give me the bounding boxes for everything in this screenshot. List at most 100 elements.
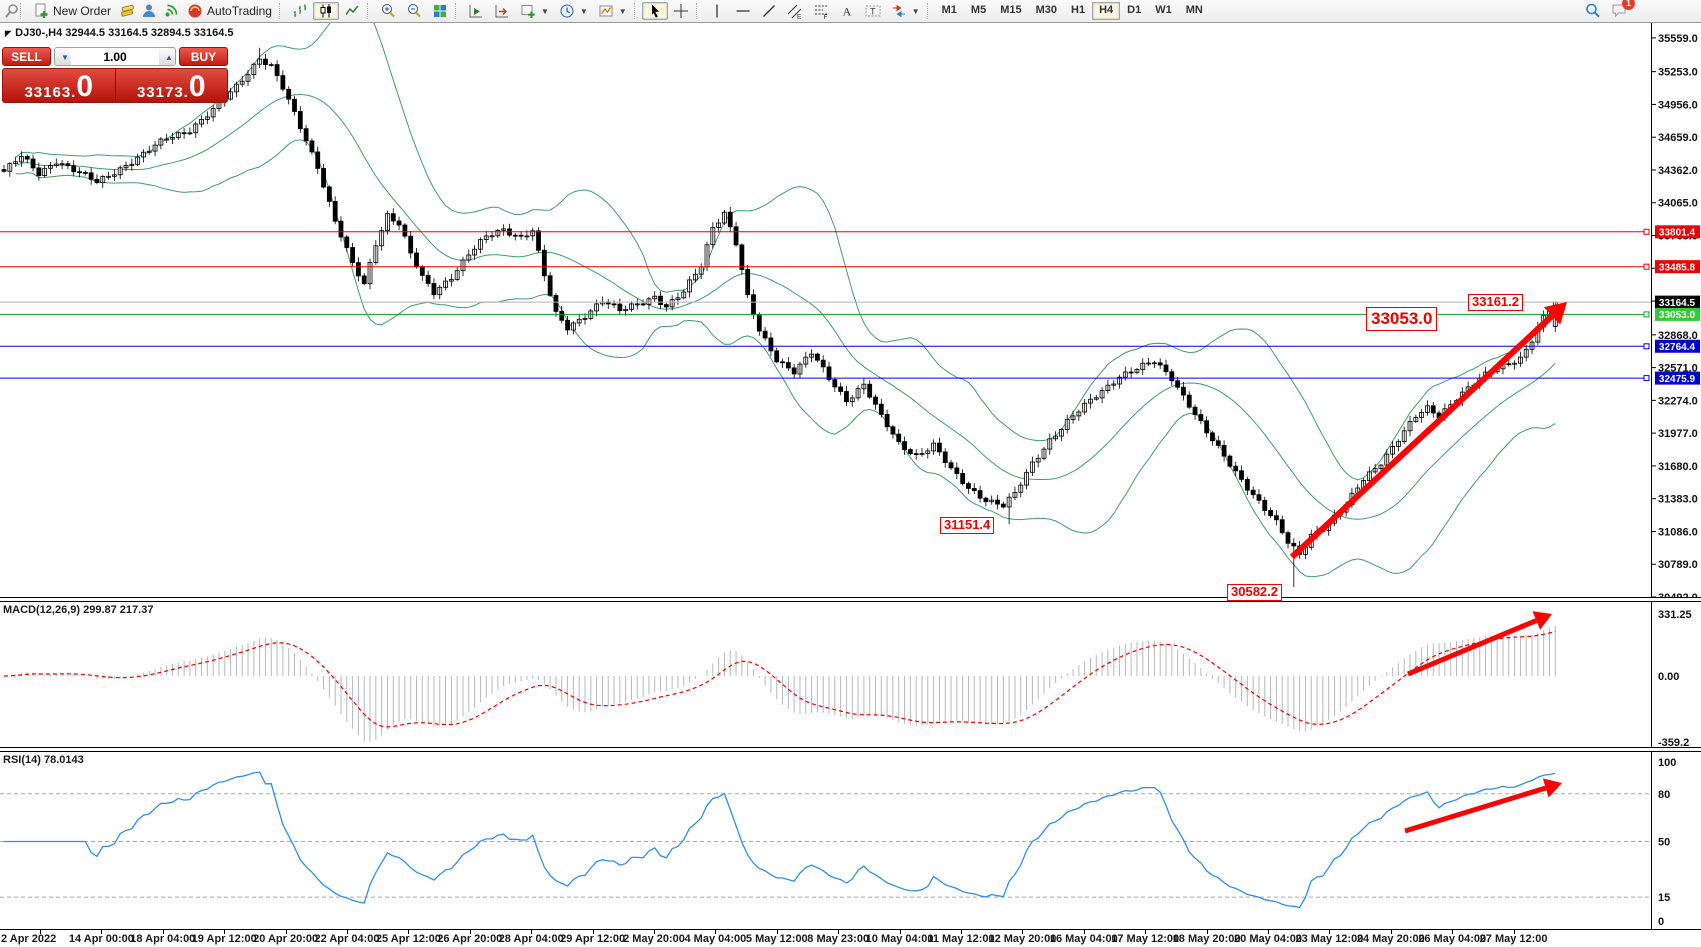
- svg-text:30492.0: 30492.0: [1658, 592, 1698, 597]
- vertical-line-icon: [709, 3, 725, 19]
- timeframe-button-m5[interactable]: M5: [970, 4, 987, 16]
- line-chart-button[interactable]: [339, 2, 365, 20]
- signals-icon[interactable]: [163, 3, 179, 19]
- svg-text:35253.0: 35253.0: [1658, 67, 1698, 79]
- period-button[interactable]: ▼: [554, 2, 593, 20]
- macd-trend-arrow[interactable]: [1407, 611, 1552, 677]
- timeframe-button-d1[interactable]: D1: [1127, 4, 1142, 16]
- date-label: 5 May 12:00: [745, 933, 808, 945]
- volume-input[interactable]: [71, 48, 159, 65]
- one-click-trading-widget: SELL ▼ ▲ BUY 33163.0 33173.0: [2, 47, 228, 103]
- date-label: 18 Apr 04:00: [130, 933, 196, 945]
- buy-button[interactable]: BUY: [179, 47, 228, 66]
- search-icon[interactable]: [1585, 3, 1601, 19]
- svg-text:33485.8: 33485.8: [1659, 262, 1696, 273]
- svg-text:34659.0: 34659.0: [1658, 132, 1698, 144]
- date-tick: [40, 930, 41, 934]
- price-annotation[interactable]: 33161.2: [1468, 294, 1523, 311]
- candlestick-chart-button[interactable]: [312, 2, 339, 20]
- sell-button[interactable]: SELL: [2, 47, 51, 66]
- svg-text:35559.0: 35559.0: [1658, 33, 1698, 45]
- vertical-line-tool[interactable]: [704, 2, 730, 20]
- buy-price[interactable]: 33173. 0: [136, 70, 206, 104]
- timeframe-button-w1[interactable]: W1: [1155, 4, 1172, 16]
- rsi-trend-arrow[interactable]: [1404, 778, 1562, 834]
- date-tick: [1206, 930, 1208, 934]
- fibonacci-tool[interactable]: F: [808, 2, 834, 20]
- notifications-button[interactable]: 1: [1611, 0, 1635, 21]
- trend-arrow[interactable]: [1289, 302, 1567, 560]
- new-order-button[interactable]: New Order: [28, 2, 116, 20]
- horizontal-line-tool[interactable]: [730, 2, 756, 20]
- svg-text:31680.0: 31680.0: [1658, 461, 1698, 473]
- date-label: 10 May 04:00: [865, 933, 934, 945]
- autotrading-button[interactable]: AutoTrading: [182, 2, 277, 20]
- toolbar-grip: [633, 3, 638, 19]
- rsi-panel[interactable]: 100 80 50 15 0 RSI(14) 78.0143: [0, 752, 1701, 930]
- main-chart-canvas[interactable]: 35559.0 35253.0 34956.0 34659.0 34362.0 34065…: [0, 23, 1701, 597]
- date-label: 11 May 12:00: [927, 933, 995, 945]
- svg-text:15: 15: [1658, 892, 1670, 904]
- new-order-label: New Order: [53, 4, 112, 18]
- zoom-out-icon: [406, 3, 422, 19]
- price-annotation[interactable]: 30582.2: [1227, 584, 1282, 601]
- timeframe-button-m30[interactable]: M30: [1035, 4, 1058, 16]
- date-tick: [1145, 930, 1147, 934]
- svg-text:34956.0: 34956.0: [1658, 99, 1698, 111]
- timeframe-button-m1[interactable]: M1: [941, 4, 957, 16]
- date-label: 16 May 04:00: [1049, 933, 1118, 945]
- cursor-tool-button[interactable]: [641, 2, 668, 20]
- sell-price[interactable]: 33163. 0: [24, 70, 94, 104]
- date-tick: [654, 930, 655, 934]
- date-axis[interactable]: 2 Apr 2022 14 Apr 00:00 18 Apr 04:00 19 Apr…: [0, 930, 1701, 947]
- equidistant-channel-tool[interactable]: E: [782, 2, 808, 20]
- trendline-tool[interactable]: [756, 2, 782, 20]
- community-icon[interactable]: [141, 3, 157, 19]
- volume-decrease-button[interactable]: ▼: [55, 48, 71, 65]
- timeframe-button-h1[interactable]: H1: [1071, 4, 1086, 16]
- volume-increase-button[interactable]: ▲: [159, 48, 175, 65]
- price-axis[interactable]: 35559.0 35253.0 34956.0 34659.0 34362.0 34065…: [1651, 23, 1700, 597]
- svg-text:32475.9: 32475.9: [1659, 374, 1696, 385]
- svg-text:T: T: [870, 7, 876, 17]
- text-tool[interactable]: A: [834, 2, 860, 20]
- price-annotation[interactable]: 31151.4: [940, 517, 995, 534]
- volume-control: ▼ ▲: [54, 47, 176, 66]
- symbol-ohlc-bar: ◤ DJ30-,H4 32944.5 33164.5 32894.5 33164.…: [5, 27, 234, 39]
- chart-shift-button[interactable]: [489, 2, 515, 20]
- svg-text:80: 80: [1658, 789, 1670, 801]
- date-label: 20 May 04:00: [1234, 933, 1302, 945]
- macd-panel[interactable]: 331.25 0.00 -359.2 MACD(12,26,9) 299.87 21…: [0, 602, 1701, 748]
- tile-windows-button[interactable]: [427, 2, 453, 20]
- chart-profile-button[interactable]: ▼: [593, 2, 632, 20]
- panel-separator[interactable]: [0, 598, 1701, 602]
- chart-profile-icon: [598, 3, 614, 19]
- panel-separator[interactable]: [0, 748, 1701, 752]
- new-chart-button[interactable]: ▼: [515, 2, 554, 20]
- svg-text:30789.0: 30789.0: [1658, 559, 1698, 571]
- price-annotation[interactable]: 33053.0: [1366, 307, 1438, 331]
- svg-text:A: A: [842, 5, 851, 19]
- crosshair-tool-button[interactable]: [668, 2, 694, 20]
- gold-icon[interactable]: [119, 3, 135, 19]
- main-chart-panel[interactable]: 35559.0 35253.0 34956.0 34659.0 34362.0 34065…: [0, 23, 1701, 601]
- arrows-tool[interactable]: ▼: [886, 2, 925, 20]
- date-tick: [1329, 930, 1331, 934]
- timeframe-button-mn[interactable]: MN: [1185, 4, 1203, 16]
- date-tick: [162, 930, 164, 934]
- auto-scroll-button[interactable]: [463, 2, 489, 20]
- zoom-in-button[interactable]: [375, 2, 401, 20]
- text-label-tool[interactable]: T: [860, 2, 886, 20]
- svg-text:50: 50: [1658, 837, 1670, 849]
- svg-text:33053.0: 33053.0: [1659, 310, 1696, 321]
- horizontal-lines[interactable]: [0, 228, 1651, 382]
- bar-chart-button[interactable]: [287, 2, 313, 20]
- timeframe-button-h4[interactable]: H4: [1092, 2, 1121, 20]
- svg-text:0: 0: [1658, 916, 1664, 928]
- zoom-out-button[interactable]: [401, 2, 427, 20]
- timeframe-button-m15[interactable]: M15: [1000, 4, 1022, 16]
- chart-window: 35559.0 35253.0 34956.0 34659.0 34362.0 34065…: [0, 23, 1701, 947]
- cursor-icon: [647, 3, 663, 19]
- toolbar-grip: [695, 3, 700, 19]
- horizontal-line-icon: [735, 3, 751, 19]
